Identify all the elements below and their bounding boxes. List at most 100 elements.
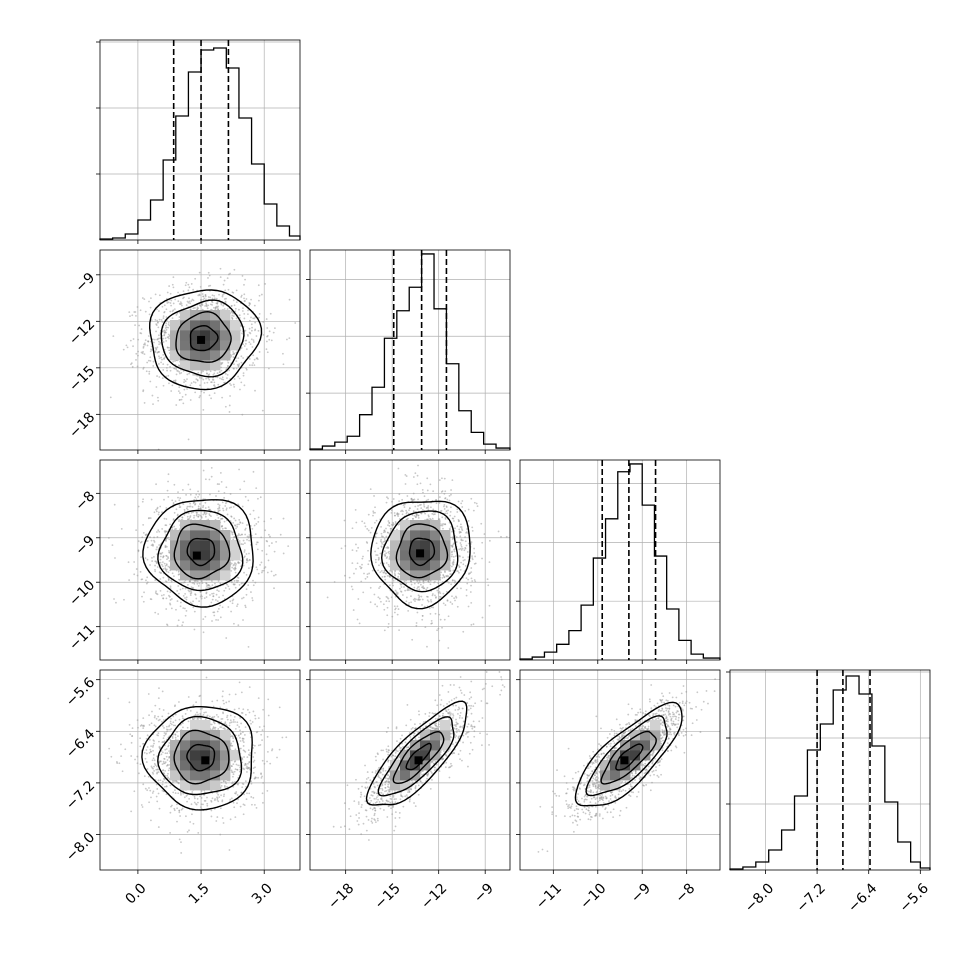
sample-point	[178, 365, 181, 367]
sample-point	[380, 525, 382, 528]
sample-point	[174, 380, 177, 383]
sample-point	[157, 529, 160, 532]
sample-point	[143, 342, 146, 345]
density-cell	[180, 330, 191, 341]
sample-point	[410, 583, 413, 586]
sample-point	[204, 501, 207, 504]
sample-point	[451, 530, 453, 533]
sample-point	[431, 594, 434, 597]
sample-point	[466, 582, 469, 585]
sample-point	[216, 589, 219, 592]
sample-point	[227, 288, 230, 291]
sample-point	[186, 388, 188, 390]
sample-point	[451, 579, 454, 582]
sample-point	[464, 510, 467, 512]
sample-point	[232, 521, 235, 524]
contour-line	[160, 299, 245, 378]
density-cell	[170, 530, 181, 541]
sample-point	[427, 506, 430, 509]
sample-point	[437, 582, 440, 585]
sample-point	[220, 303, 223, 306]
sample-point	[195, 493, 198, 496]
sample-point	[375, 519, 378, 522]
sample-point	[146, 576, 149, 579]
sample-point	[135, 314, 137, 317]
sample-point	[210, 475, 213, 478]
sample-point	[142, 532, 145, 534]
sample-point	[252, 354, 255, 357]
sample-point	[112, 335, 115, 338]
sample-point	[172, 503, 175, 506]
sample-point	[156, 507, 159, 510]
sample-point	[451, 479, 454, 482]
sample-point	[153, 338, 156, 341]
sample-point	[245, 367, 248, 370]
sample-point	[416, 483, 419, 486]
density-cell	[210, 350, 221, 361]
sample-point	[234, 524, 237, 527]
sample-point	[369, 601, 372, 604]
sample-point	[235, 301, 238, 304]
sample-point	[473, 579, 476, 581]
sample-point	[256, 358, 259, 361]
sample-point	[252, 341, 255, 343]
sample-point	[205, 305, 208, 308]
sample-point	[242, 543, 244, 546]
sample-point	[126, 346, 129, 349]
sample-point	[416, 508, 419, 510]
sample-point	[162, 576, 165, 579]
sample-point	[382, 531, 385, 534]
sample-point	[231, 531, 233, 534]
sample-point	[226, 277, 229, 280]
sample-point	[155, 347, 158, 350]
sample-point	[151, 556, 153, 559]
sample-point	[454, 527, 456, 530]
sample-point	[182, 290, 185, 293]
sample-point	[238, 363, 241, 365]
sample-point	[234, 566, 237, 569]
sample-point	[377, 596, 380, 599]
sample-point	[183, 508, 186, 511]
sample-point	[209, 493, 211, 496]
sample-point	[379, 552, 382, 555]
sample-point	[451, 595, 453, 598]
sample-point	[131, 314, 134, 317]
sample-point	[471, 558, 474, 561]
sample-point	[226, 308, 229, 311]
sample-point	[410, 601, 413, 604]
sample-point	[254, 321, 257, 324]
sample-point	[419, 583, 422, 586]
density-cell	[400, 560, 411, 571]
sample-point	[177, 585, 180, 587]
sample-point	[188, 286, 191, 289]
sample-point	[432, 606, 435, 609]
sample-point	[273, 550, 276, 553]
sample-point	[185, 304, 188, 306]
sample-point	[248, 539, 251, 542]
sample-point	[226, 583, 229, 586]
sample-point	[242, 372, 245, 375]
sample-point	[174, 360, 176, 362]
sample-point	[448, 499, 451, 502]
sample-point	[178, 372, 181, 375]
sample-point	[450, 544, 453, 547]
sample-point	[219, 515, 222, 517]
sample-point	[200, 597, 203, 600]
sample-point	[236, 576, 239, 579]
sample-point	[442, 523, 445, 525]
sample-point	[446, 599, 449, 601]
sample-point	[245, 553, 248, 555]
sample-point	[166, 302, 169, 304]
sample-point	[438, 587, 440, 590]
sample-point	[217, 503, 220, 506]
sample-point	[379, 562, 382, 565]
sample-point	[471, 555, 473, 558]
sample-point	[222, 594, 224, 597]
sample-point	[429, 517, 432, 520]
peak-marker	[416, 549, 425, 558]
sample-point	[234, 748, 237, 751]
sample-point	[440, 491, 443, 493]
sample-point	[156, 396, 159, 399]
sample-point	[149, 536, 152, 539]
sample-point	[383, 550, 386, 553]
